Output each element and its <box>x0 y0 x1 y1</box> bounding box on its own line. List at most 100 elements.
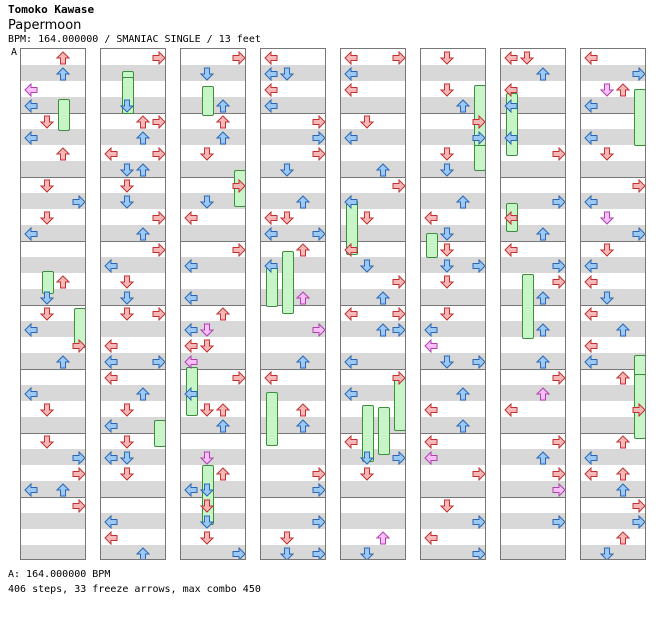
step-arrow-icon <box>392 370 405 386</box>
step-arrow-icon <box>199 338 215 353</box>
measure-line <box>581 241 645 242</box>
step-arrow-icon <box>312 130 325 146</box>
step-arrow-icon <box>279 546 295 559</box>
step-arrow-icon <box>344 130 358 146</box>
step-arrow-icon <box>152 242 165 258</box>
freeze-arrow <box>58 99 70 131</box>
beat-stripe <box>181 129 245 145</box>
step-arrow-icon <box>104 514 118 530</box>
beat-stripe <box>581 481 645 497</box>
step-arrow-icon <box>424 450 438 466</box>
chart-column <box>20 48 86 560</box>
step-arrow-icon <box>199 402 215 417</box>
step-arrow-icon <box>119 274 135 289</box>
step-arrow-icon <box>632 514 645 530</box>
step-arrow-icon <box>584 306 598 322</box>
freeze-arrow <box>266 392 278 446</box>
beat-stripe <box>21 353 85 369</box>
step-arrow-icon <box>535 450 551 465</box>
measure-line <box>21 305 85 306</box>
measure-line <box>581 497 645 498</box>
beat-stripe <box>341 161 405 177</box>
chart-column <box>340 48 406 560</box>
step-arrow-icon <box>552 258 565 274</box>
beat-stripe <box>181 417 245 433</box>
step-arrow-icon <box>599 290 615 305</box>
step-arrow-icon <box>504 242 518 258</box>
step-arrow-icon <box>615 370 631 385</box>
measure-line <box>501 177 565 178</box>
step-arrow-icon <box>552 482 565 498</box>
beat-stripe <box>421 385 485 401</box>
beat-stripe <box>101 161 165 177</box>
step-arrow-icon <box>535 386 551 401</box>
step-arrow-icon <box>359 546 375 559</box>
step-arrow-icon <box>152 146 165 162</box>
step-arrow-icon <box>472 546 485 559</box>
step-arrow-icon <box>552 466 565 482</box>
step-arrow-icon <box>615 82 631 97</box>
step-arrow-icon <box>439 162 455 177</box>
step-arrow-icon <box>439 274 455 289</box>
step-arrow-icon <box>599 546 615 559</box>
step-arrow-icon <box>504 50 518 66</box>
step-arrow-icon <box>199 66 215 81</box>
step-arrow-icon <box>39 210 55 225</box>
step-arrow-icon <box>264 226 278 242</box>
step-arrow-icon <box>584 50 598 66</box>
measure-line <box>341 305 405 306</box>
measure-line <box>261 177 325 178</box>
beat-stripe <box>421 161 485 177</box>
freeze-arrow <box>202 86 214 116</box>
step-arrow-icon <box>392 50 405 66</box>
step-arrow-icon <box>424 338 438 354</box>
measure-line <box>181 369 245 370</box>
step-arrow-icon <box>279 66 295 81</box>
step-arrow-icon <box>184 210 198 226</box>
beat-stripe <box>421 65 485 81</box>
beat-stripe <box>21 449 85 465</box>
step-arrow-icon <box>104 450 118 466</box>
freeze-arrow <box>394 377 405 431</box>
step-arrow-icon <box>264 258 278 274</box>
step-arrow-icon <box>375 530 391 545</box>
step-arrow-icon <box>632 498 645 514</box>
measure-line <box>341 369 405 370</box>
step-arrow-icon <box>279 162 295 177</box>
step-arrow-icon <box>199 194 215 209</box>
freeze-arrow <box>282 251 294 314</box>
freeze-arrow <box>378 407 390 455</box>
chart-column <box>580 48 646 560</box>
beat-stripe <box>261 513 325 529</box>
step-arrow-icon <box>135 546 151 559</box>
beat-stripe <box>581 545 645 559</box>
measure-line <box>101 369 165 370</box>
measure-line <box>581 113 645 114</box>
step-arrow-icon <box>312 114 325 130</box>
beat-stripe <box>341 97 405 113</box>
step-arrow-icon <box>552 194 565 210</box>
step-arrow-icon <box>135 226 151 241</box>
measure-line <box>261 241 325 242</box>
step-arrow-icon <box>55 274 71 289</box>
chart-info: BPM: 164.000000 / SMANIAC SINGLE / 13 fe… <box>8 34 261 45</box>
step-arrow-icon <box>184 322 198 338</box>
beat-stripe <box>501 545 565 559</box>
step-arrow-icon <box>424 434 438 450</box>
step-arrow-icon <box>295 194 311 209</box>
step-arrow-icon <box>552 434 565 450</box>
beat-stripe <box>261 481 325 497</box>
measure-line <box>581 433 645 434</box>
step-arrow-icon <box>439 242 455 257</box>
measure-line <box>421 369 485 370</box>
beat-stripe <box>581 65 645 81</box>
step-arrow-icon <box>295 418 311 433</box>
step-arrow-icon <box>519 50 535 65</box>
step-arrow-icon <box>344 66 358 82</box>
step-arrow-icon <box>504 130 518 146</box>
step-arrow-icon <box>215 402 231 417</box>
step-arrow-icon <box>359 258 375 273</box>
step-arrow-icon <box>104 354 118 370</box>
artist-name: Tomoko Kawase <box>8 3 95 16</box>
step-arrow-icon <box>615 482 631 497</box>
